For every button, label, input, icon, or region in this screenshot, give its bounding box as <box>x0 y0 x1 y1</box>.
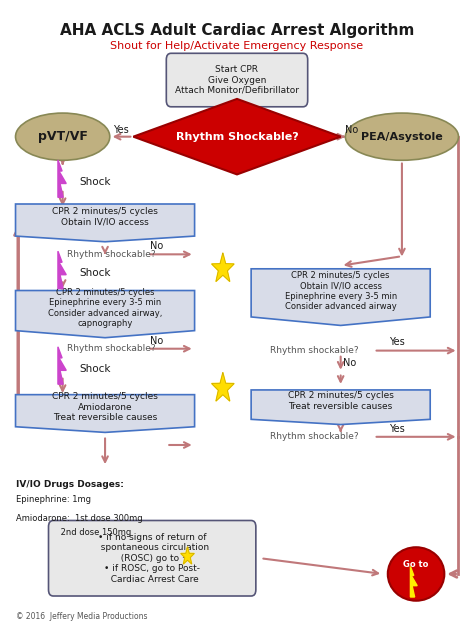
Text: CPR 2 minutes/5 cycles
Amiodarone
Treat reversible causes: CPR 2 minutes/5 cycles Amiodarone Treat … <box>52 392 158 422</box>
Text: No: No <box>343 358 356 368</box>
Polygon shape <box>58 251 66 289</box>
Text: Rhythm Shockable?: Rhythm Shockable? <box>176 131 298 142</box>
Polygon shape <box>58 347 66 384</box>
Polygon shape <box>16 394 195 432</box>
Polygon shape <box>251 390 430 425</box>
Text: Epinephrine: 1mg: Epinephrine: 1mg <box>16 495 91 504</box>
Ellipse shape <box>388 547 444 601</box>
Text: pVT/VF: pVT/VF <box>38 130 88 143</box>
Text: Amiodarone:  1st dose 300mg: Amiodarone: 1st dose 300mg <box>16 514 142 523</box>
Text: Go to: Go to <box>403 560 429 569</box>
Text: IV/IO Drugs Dosages:: IV/IO Drugs Dosages: <box>16 480 123 489</box>
Text: Yes: Yes <box>113 125 128 135</box>
Text: 2nd dose 150mg: 2nd dose 150mg <box>16 528 131 537</box>
Text: Shock: Shock <box>79 177 110 187</box>
Text: CPR 2 minutes/5 cycles
Treat reversible causes: CPR 2 minutes/5 cycles Treat reversible … <box>288 391 393 411</box>
Polygon shape <box>133 99 341 174</box>
Text: No: No <box>346 125 359 135</box>
Text: No: No <box>150 241 164 251</box>
Text: Shock: Shock <box>79 268 110 278</box>
Text: Yes: Yes <box>389 423 405 434</box>
Polygon shape <box>181 547 194 564</box>
Text: Shout for Help/Activate Emergency Response: Shout for Help/Activate Emergency Respon… <box>110 41 364 51</box>
Text: Shock: Shock <box>79 364 110 374</box>
Text: • if no signs of return of
  spontaneous circulation
  (ROSC) go to ★
• if ROSC,: • if no signs of return of spontaneous c… <box>95 533 209 583</box>
Polygon shape <box>16 291 195 337</box>
Ellipse shape <box>16 113 110 161</box>
Text: No: No <box>150 336 164 346</box>
Text: Rhythm shockable?: Rhythm shockable? <box>270 432 359 441</box>
Polygon shape <box>212 373 234 401</box>
Ellipse shape <box>346 113 458 161</box>
Text: CPR 2 minutes/5 cycles
Obtain IV/IO access
Epinephrine every 3-5 min
Consider ad: CPR 2 minutes/5 cycles Obtain IV/IO acce… <box>284 270 397 311</box>
Text: CPR 2 minutes/5 cycles
Obtain IV/IO access: CPR 2 minutes/5 cycles Obtain IV/IO acce… <box>52 207 158 226</box>
FancyBboxPatch shape <box>48 521 256 596</box>
Text: Start CPR
Give Oxygen
Attach Monitor/Defibrillator: Start CPR Give Oxygen Attach Monitor/Def… <box>175 65 299 95</box>
Polygon shape <box>410 566 417 597</box>
Text: AHA ACLS Adult Cardiac Arrest Algorithm: AHA ACLS Adult Cardiac Arrest Algorithm <box>60 23 414 39</box>
Text: Rhythm shockable?: Rhythm shockable? <box>67 344 156 353</box>
Text: Rhythm shockable?: Rhythm shockable? <box>270 346 359 355</box>
Text: Rhythm shockable?: Rhythm shockable? <box>67 250 156 259</box>
Text: PEA/Asystole: PEA/Asystole <box>361 131 443 142</box>
Polygon shape <box>16 204 195 242</box>
Text: Yes: Yes <box>389 337 405 348</box>
Polygon shape <box>251 269 430 325</box>
FancyBboxPatch shape <box>166 53 308 107</box>
Polygon shape <box>58 160 66 197</box>
Polygon shape <box>212 253 234 281</box>
Text: CPR 2 minutes/5 cycles
Epinephrine every 3-5 min
Consider advanced airway,
capno: CPR 2 minutes/5 cycles Epinephrine every… <box>48 288 162 328</box>
Text: © 2016  Jeffery Media Productions: © 2016 Jeffery Media Productions <box>16 612 147 621</box>
